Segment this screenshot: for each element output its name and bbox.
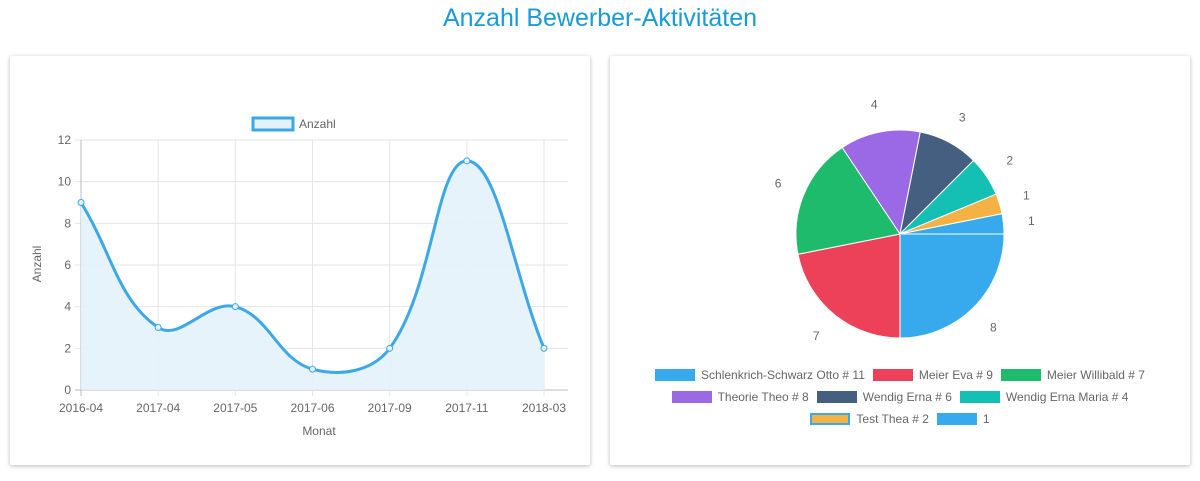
- page-title: Anzahl Bewerber-Aktivitäten: [442, 4, 758, 32]
- y-tick-label: 2: [64, 341, 71, 355]
- pie-value-label: 8: [990, 320, 997, 334]
- y-tick-label: 0: [64, 383, 71, 397]
- legend-item[interactable]: Meier Eva # 9: [872, 368, 993, 382]
- data-point[interactable]: [77, 199, 85, 206]
- data-point[interactable]: [231, 303, 239, 311]
- x-tick-label: 2017-06: [290, 401, 334, 415]
- legend-swatch: [655, 369, 696, 381]
- legend-label: 1: [982, 412, 990, 426]
- y-axis-label: Anzahl: [30, 246, 44, 283]
- line-area: [81, 160, 544, 390]
- pie-value-label: 3: [959, 111, 966, 125]
- pie-value-label: 1: [1028, 214, 1035, 228]
- data-point[interactable]: [463, 157, 471, 165]
- legend-label-anzahl[interactable]: Anzahl: [299, 117, 336, 131]
- data-point[interactable]: [154, 324, 162, 331]
- legend-label: Meier Eva # 9: [918, 368, 993, 382]
- pie-value-label: 7: [813, 329, 820, 343]
- pie-value-label: 1: [1023, 189, 1030, 203]
- legend-swatch: [959, 391, 1000, 403]
- legend-label: Wendig Erna Maria # 4: [1005, 390, 1129, 404]
- line-chart-card: 0 2 4 6 8 10 12 2016-04 2017-04 2017-05 2017-06 20…: [10, 56, 590, 465]
- y-tick-label: 8: [64, 216, 71, 230]
- x-tick-label: 2016-04: [59, 401, 103, 415]
- x-tick-label: 2018-03: [522, 401, 566, 415]
- pie-chart: 8 7 6 4 3 2 1 1: [775, 98, 1035, 344]
- x-tick-label: 2017-04: [136, 401, 180, 415]
- legend-swatch: [1000, 369, 1041, 381]
- legend-item[interactable]: Schlenkrich-Schwarz Otto # 11: [655, 368, 865, 382]
- y-tick-label: 12: [58, 133, 72, 147]
- pie-value-label: 6: [775, 176, 782, 190]
- legend-label: Test Thea # 2: [856, 412, 929, 426]
- x-tick-label: 2017-11: [445, 401, 488, 415]
- legend-swatch: [810, 413, 851, 425]
- legend-item[interactable]: Meier Willibald # 7: [1000, 368, 1145, 382]
- x-tick-label: 2017-09: [368, 401, 412, 415]
- legend-label: Wendig Erna # 6: [862, 390, 952, 404]
- line-chart: 0 2 4 6 8 10 12 2016-04 2017-04 2017-05 2017-06 20…: [30, 116, 568, 438]
- data-point[interactable]: [386, 344, 394, 352]
- legend-swatch: [872, 369, 913, 381]
- y-tick-label: 10: [58, 175, 72, 189]
- pie-slice[interactable]: [795, 146, 901, 255]
- y-tick-label: 4: [64, 300, 71, 314]
- pie-value-label: 2: [1006, 154, 1013, 168]
- pie-legend: Schlenkrich-Schwarz Otto # 11 Meier Eva #…: [610, 368, 1190, 434]
- legend-item[interactable]: Test Thea # 2: [810, 412, 929, 426]
- pie-chart-card: 8 7 6 4 3 2 1 1 Schlenkrich-Schwarz Otto # 11 Me…: [610, 56, 1190, 465]
- legend-swatch: [936, 413, 977, 425]
- pie-slice[interactable]: [841, 129, 921, 236]
- pie-slice[interactable]: [899, 213, 1005, 235]
- legend-item[interactable]: Wendig Erna # 6: [816, 390, 952, 404]
- legend-label: Meier Willibald # 7: [1046, 368, 1145, 382]
- legend-item[interactable]: Theorie Theo # 8: [671, 390, 809, 404]
- legend-label: Schlenkrich-Schwarz Otto # 11: [701, 368, 865, 382]
- legend-item[interactable]: Wendig Erna Maria # 4: [959, 390, 1129, 404]
- pie-slice[interactable]: [899, 233, 1005, 339]
- x-tick-label: 2017-05: [213, 401, 257, 415]
- pie-slice[interactable]: [797, 233, 901, 339]
- legend-swatch: [816, 391, 857, 403]
- legend-item[interactable]: 1: [936, 412, 990, 426]
- x-axis-label: Monat: [302, 424, 336, 438]
- legend-swatch: [671, 391, 712, 403]
- y-tick-label: 6: [64, 258, 71, 272]
- pie-value-label: 4: [871, 98, 878, 112]
- data-point[interactable]: [540, 344, 548, 352]
- legend-swatch-anzahl[interactable]: [251, 116, 295, 132]
- data-point[interactable]: [309, 365, 316, 373]
- legend-label: Theorie Theo # 8: [717, 390, 809, 404]
